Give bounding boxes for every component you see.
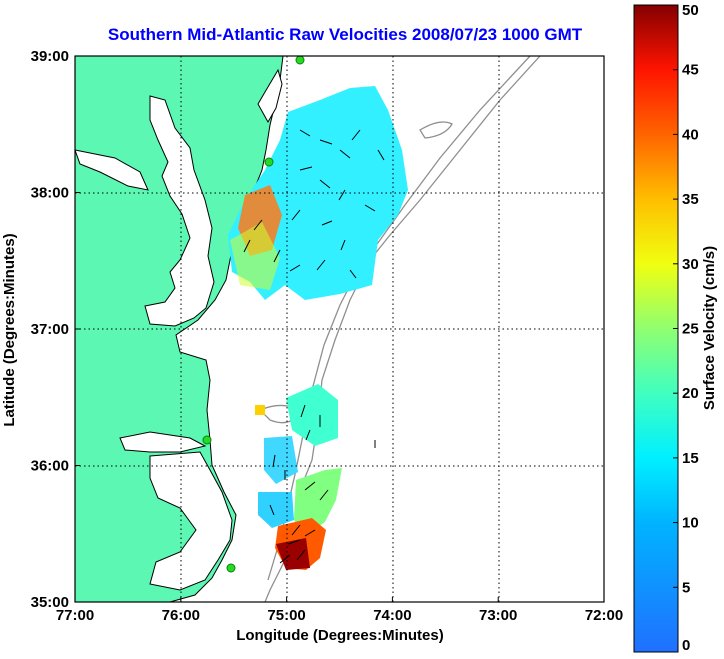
velocity-region-hatteras-north [294,468,342,534]
x-axis-label: Longitude (Degrees:Minutes) [236,627,444,644]
colorbar-tick-label: 10 [682,515,699,532]
colorbar-tick-label: 20 [682,385,699,402]
colorbar-tick-label: 40 [682,126,699,143]
y-axis-label: Latitude (Degrees:Minutes) [1,233,18,426]
velocity-region-virginia [286,384,338,446]
y-tick-label: 35:00 [31,594,69,611]
velocity-region-hatteras-max [276,538,310,570]
x-tick-label: 77:00 [56,607,94,624]
y-tick-label: 38:00 [31,185,69,202]
colorbar-tick-label: 25 [682,321,699,338]
colorbar-tick-label: 5 [682,579,690,596]
y-tick-label: 39:00 [31,48,69,65]
x-tick-label: 73:00 [479,607,517,624]
colorbar-tick-label: 0 [682,637,690,654]
pamlico-sound [149,451,233,591]
y-tick-label: 37:00 [31,321,69,338]
x-tick-label: 74:00 [373,607,411,624]
velocity-cell-isolated [255,405,265,415]
colorbar-tick-label: 45 [682,62,699,79]
velocity-warm-band [230,222,280,290]
radar-site-marker [226,563,236,573]
western-shore-inlet [75,149,149,191]
radar-site-markers [202,56,305,573]
chesapeake-bay [144,95,215,327]
colorbar-label: Surface Velocity (cm/s) [701,246,718,410]
chart-title: Southern Mid-Atlantic Raw Velocities 200… [108,25,583,44]
plot-grid [75,56,604,602]
colorbar-tick-label: 50 [682,2,699,19]
velocity-vectors [243,129,385,564]
x-tick-label: 75:00 [267,607,305,624]
colorbar-tick-label: 30 [682,256,699,273]
colorbar-ticks: 0 5 10 15 20 25 30 35 40 45 50 [673,2,699,654]
y-axis: 35:00 36:00 37:00 38:00 39:00 [31,48,80,611]
colorbar-tick-label: 15 [682,450,699,467]
radar-site-marker [264,157,274,167]
colorbar [633,4,679,653]
x-axis: 77:00 76:00 75:00 74:00 73:00 72:00 [56,597,623,624]
y-tick-label: 36:00 [31,458,69,475]
albemarle-sound [119,431,207,453]
colorbar-tick-label: 35 [682,191,699,208]
x-tick-label: 76:00 [162,607,200,624]
velocity-region-virginia-south [264,436,298,484]
velocity-region-hatteras-small [258,492,294,528]
delaware-bay [257,68,283,124]
x-tick-label: 72:00 [585,607,623,624]
radar-site-marker [295,56,305,65]
radar-site-marker [202,435,212,445]
